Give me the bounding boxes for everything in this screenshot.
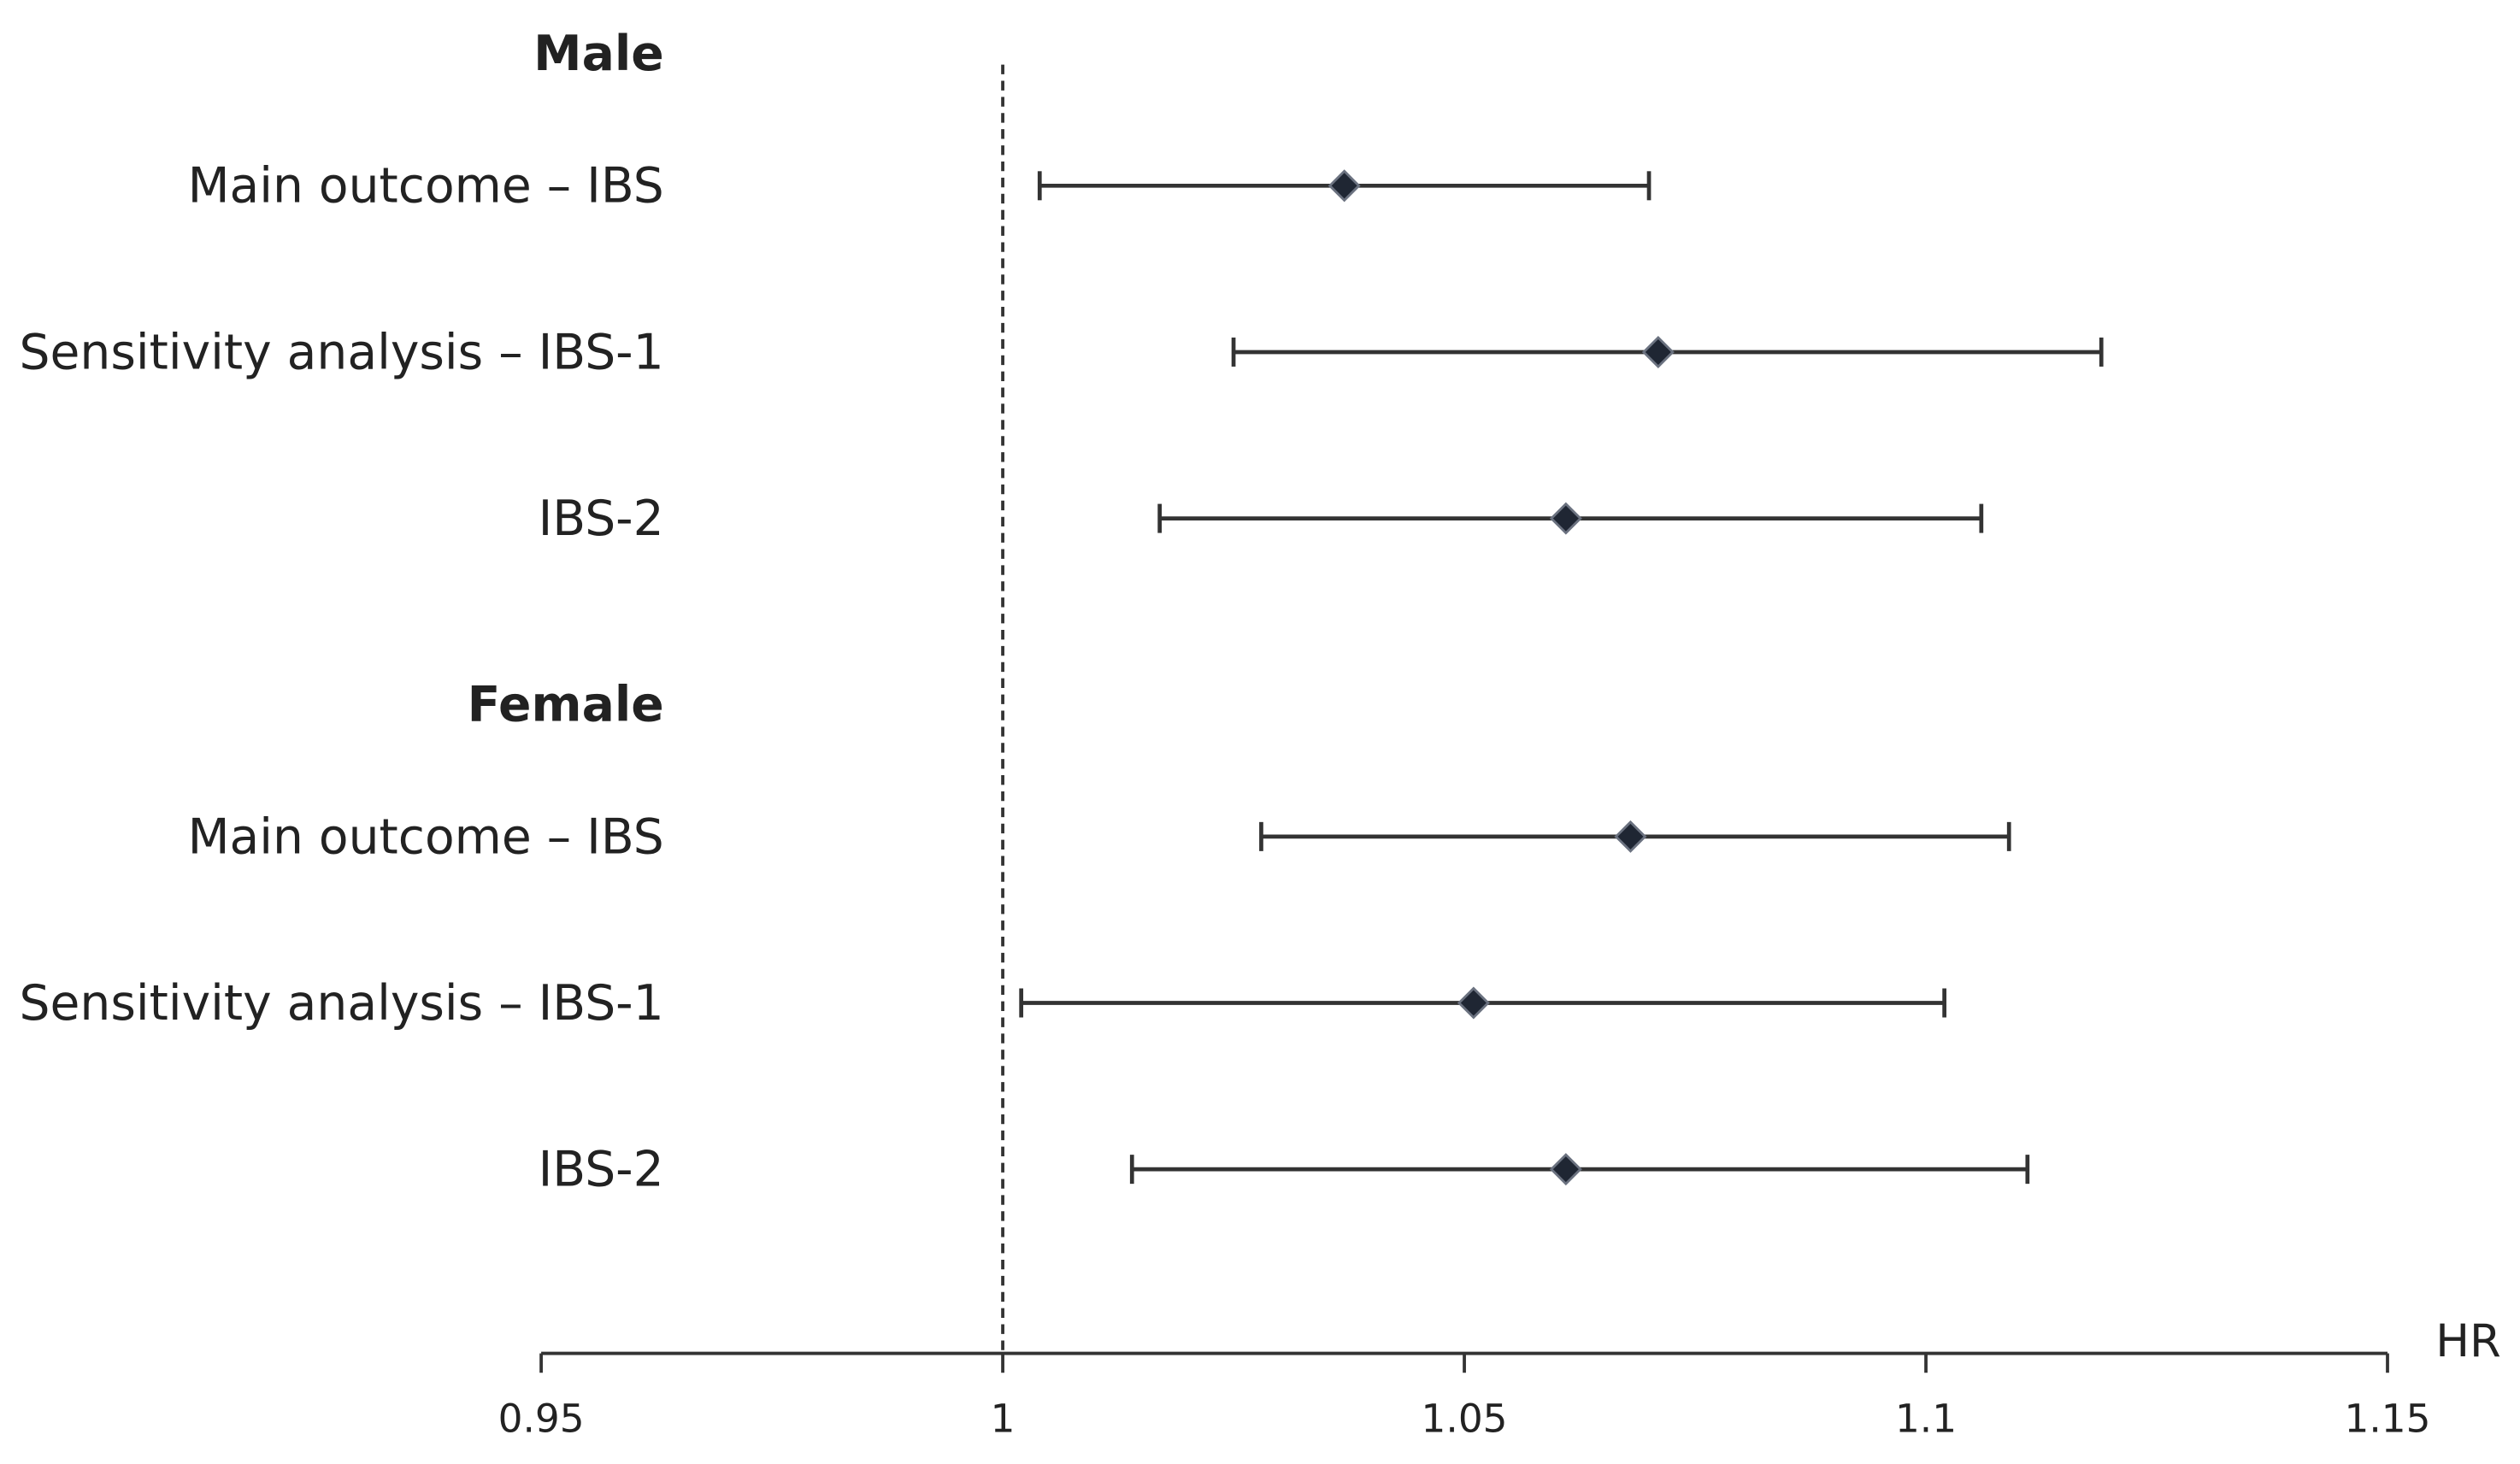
group-heading: Male [533, 26, 664, 82]
group-heading: Female [468, 676, 664, 732]
x-axis-label: HR [2435, 1315, 2501, 1367]
hr-point [1457, 986, 1490, 1020]
x-tick-label: 1 [991, 1396, 1016, 1441]
x-tick-label: 1.15 [2345, 1396, 2431, 1441]
row-label: Main outcome – IBS [188, 808, 664, 865]
x-tick-label: 1.1 [1895, 1396, 1957, 1441]
hr-point [1549, 1153, 1582, 1186]
row-label: Sensitivity analysis – IBS-1 [20, 975, 664, 1032]
hr-point [1614, 820, 1647, 853]
row-label: Main outcome – IBS [188, 158, 664, 215]
hr-point [1641, 335, 1675, 368]
row-label: IBS-2 [539, 1142, 664, 1198]
x-tick-label: 0.95 [498, 1396, 585, 1441]
row-label: Sensitivity analysis – IBS-1 [20, 324, 664, 380]
x-tick-label: 1.05 [1422, 1396, 1508, 1441]
hr-point [1549, 502, 1582, 535]
row-label: IBS-2 [539, 491, 664, 547]
hr-point [1328, 169, 1361, 203]
